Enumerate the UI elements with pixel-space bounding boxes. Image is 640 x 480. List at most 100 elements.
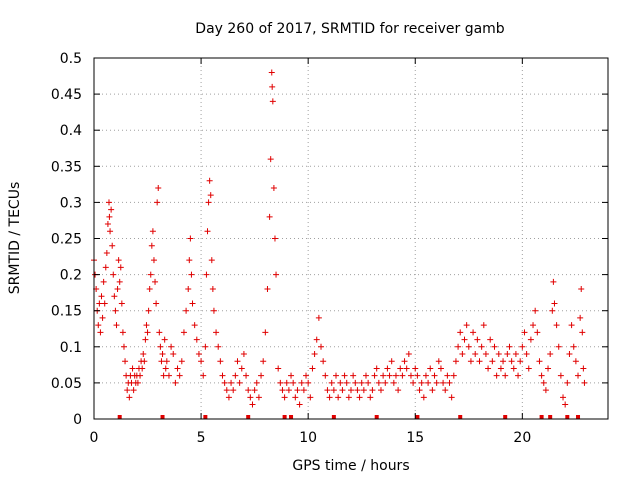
data-point-plus [130, 387, 137, 394]
data-point-plus [324, 387, 331, 394]
data-point-plus [371, 372, 378, 379]
data-point-plus [267, 156, 274, 163]
data-point-plus [296, 401, 303, 408]
data-point-plus [119, 329, 126, 336]
grid [94, 58, 608, 419]
data-point-plus [97, 329, 104, 336]
gap-marker [415, 415, 420, 419]
data-point-plus [174, 365, 181, 372]
data-point-plus [497, 365, 504, 372]
data-point-plus [515, 372, 522, 379]
data-point-plus [213, 329, 220, 336]
data-point-plus [269, 83, 276, 90]
data-point-plus [178, 358, 185, 365]
data-point-plus [105, 199, 112, 206]
data-point-plus [386, 372, 393, 379]
data-point-plus [189, 300, 196, 307]
data-point-plus [281, 394, 288, 401]
x-tick-label: 0 [90, 430, 99, 446]
data-point-plus [275, 365, 282, 372]
plot-frame [93, 57, 609, 420]
data-point-plus [101, 300, 108, 307]
data-point-plus [111, 293, 118, 300]
data-point-plus [232, 372, 239, 379]
data-point-plus [395, 387, 402, 394]
y-tick-label: 0.4 [60, 123, 82, 139]
data-point-plus [465, 343, 472, 350]
data-point-plus [186, 257, 193, 264]
data-point-plus [337, 379, 344, 386]
data-point-plus [373, 365, 380, 372]
gap-marker [374, 415, 379, 419]
y-tick-label: 0.25 [51, 232, 82, 248]
data-point-plus [140, 351, 147, 358]
data-point-plus [380, 372, 387, 379]
data-point-plus [270, 184, 277, 191]
data-point-plus [163, 358, 170, 365]
data-point-plus [555, 343, 562, 350]
data-point-plus [463, 322, 470, 329]
data-point-plus [493, 372, 500, 379]
data-point-plus [210, 307, 217, 314]
data-point-plus [510, 365, 517, 372]
data-point-plus [98, 293, 105, 300]
data-point-plus [207, 192, 214, 199]
data-point-plus [100, 278, 107, 285]
data-point-plus [407, 372, 414, 379]
data-point-plus [328, 379, 335, 386]
gap-marker [331, 415, 336, 419]
y-tick-label: 0 [73, 412, 82, 428]
data-point-plus [258, 372, 265, 379]
data-point-plus [110, 271, 117, 278]
data-point-plus [506, 343, 513, 350]
data-point-plus [350, 372, 357, 379]
data-point-plus [416, 387, 423, 394]
data-point-plus [271, 235, 278, 242]
data-point-plus [352, 379, 359, 386]
data-point-plus [180, 329, 187, 336]
y-axis-label: SRMTID / TECUs [7, 182, 23, 295]
data-point-plus [234, 358, 241, 365]
data-point-plus [116, 278, 123, 285]
data-point-plus [577, 314, 584, 321]
y-tick-label: 0.35 [51, 159, 82, 175]
data-point-plus [414, 372, 421, 379]
data-point-plus [418, 379, 425, 386]
data-point-plus [478, 343, 485, 350]
data-point-plus [260, 358, 267, 365]
data-point-plus [480, 322, 487, 329]
data-point-plus [487, 336, 494, 343]
data-point-plus [115, 257, 122, 264]
data-point-plus [362, 372, 369, 379]
data-point-plus [575, 372, 582, 379]
data-point-plus [206, 177, 213, 184]
data-point-plus [446, 379, 453, 386]
data-point-plus [285, 387, 292, 394]
data-point-plus [143, 322, 150, 329]
data-point-plus [102, 264, 109, 271]
data-point-plus [467, 358, 474, 365]
data-point-plus [403, 365, 410, 372]
data-point-plus [146, 286, 153, 293]
data-point-plus [536, 358, 543, 365]
data-point-plus [262, 329, 269, 336]
gap-marker [203, 415, 208, 419]
data-point-plus [195, 351, 202, 358]
gap-marker [458, 415, 463, 419]
data-point-plus [356, 394, 363, 401]
data-point-plus [482, 351, 489, 358]
data-point-plus [502, 372, 509, 379]
data-point-plus [114, 286, 121, 293]
data-point-plus [322, 372, 329, 379]
gap-marker [565, 415, 570, 419]
data-point-plus [147, 271, 154, 278]
data-point-plus [335, 394, 342, 401]
data-point-plus [204, 228, 211, 235]
data-point-plus [307, 394, 314, 401]
data-point-plus [553, 322, 560, 329]
data-point-plus [427, 365, 434, 372]
data-point-plus [292, 394, 299, 401]
data-point-plus [534, 329, 541, 336]
data-point-plus [200, 372, 207, 379]
